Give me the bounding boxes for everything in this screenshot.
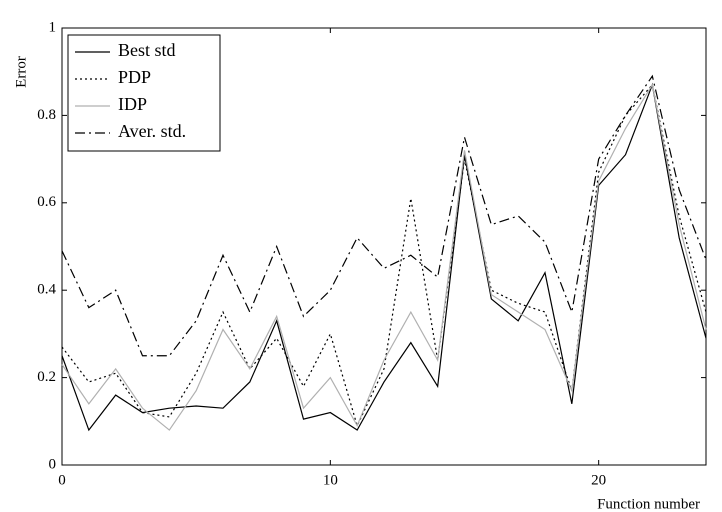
series-line bbox=[61, 83, 707, 431]
legend-label: PDP bbox=[118, 67, 151, 87]
legend: Best std PDP IDP Aver. std. bbox=[67, 34, 221, 152]
x-tick-label: 10 bbox=[323, 472, 338, 488]
legend-label: IDP bbox=[118, 94, 147, 114]
legend-label: Aver. std. bbox=[118, 121, 186, 141]
series-line bbox=[61, 74, 707, 357]
legend-label: Best std bbox=[118, 40, 176, 60]
series-line bbox=[61, 83, 707, 428]
y-tick-label: 0 bbox=[49, 456, 57, 472]
y-tick-label: 0.8 bbox=[37, 107, 56, 123]
x-tick-label: 0 bbox=[58, 472, 66, 488]
legend-box bbox=[67, 34, 221, 152]
plot-frame bbox=[61, 27, 707, 466]
y-axis-label: Error bbox=[13, 56, 29, 88]
y-tick-label: 0.4 bbox=[37, 282, 56, 298]
x-axis-label: Function number bbox=[597, 496, 700, 512]
y-tick-label: 0.6 bbox=[37, 194, 56, 210]
y-tick-label: 1 bbox=[49, 19, 57, 35]
x-tick-label: 20 bbox=[591, 472, 606, 488]
y-tick-label: 0.2 bbox=[37, 369, 56, 385]
